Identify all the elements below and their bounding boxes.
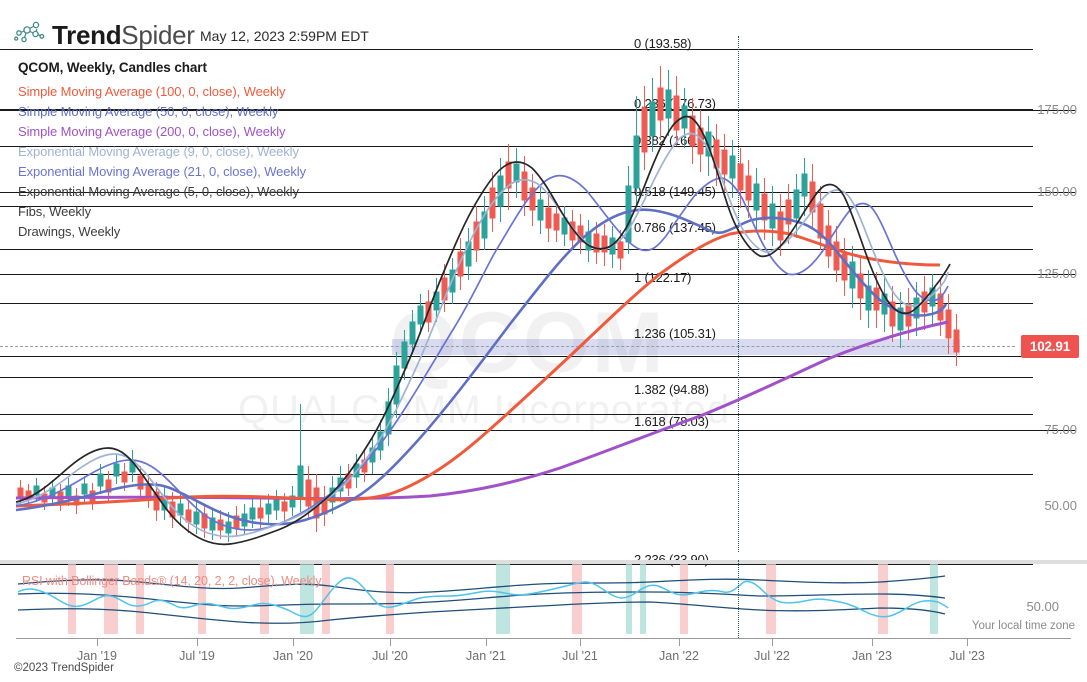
fib-line-1382	[0, 414, 1033, 415]
price-series-svg	[15, 66, 960, 546]
fib-label-0: 0 (193.58)	[634, 36, 692, 51]
fib-line-0236	[0, 109, 1033, 110]
rsi-bb-upper	[17, 575, 946, 594]
rsi-line	[17, 577, 949, 618]
fib-line-0	[0, 49, 1033, 50]
legend-item-ema5[interactable]: Exponential Moving Average (5, 0, close)…	[18, 184, 299, 199]
timezone-note: Your local time zone	[971, 620, 1075, 632]
gridline-150	[0, 192, 1075, 193]
rsi-panel[interactable]: RSI with Bollinger Bands® (14, 20, 2, 2,…	[0, 560, 1087, 638]
sma-50-line	[15, 208, 948, 526]
xtick-1	[197, 638, 198, 646]
xtick-4	[486, 638, 487, 646]
xlabel-9: Jul '23	[949, 649, 985, 663]
fib-line-2236	[0, 564, 1033, 565]
candlesticks	[17, 66, 960, 542]
copyright-text: ©2023 TrendSpider	[14, 662, 114, 674]
panel-divider	[0, 560, 1087, 564]
crosshair-vertical-line	[738, 36, 739, 552]
fib-line-1618	[0, 474, 1033, 475]
gridline-75	[0, 430, 1075, 431]
price-tick-175: 175.00	[1037, 102, 1077, 117]
fib-line-0518	[0, 206, 1033, 207]
xlabel-7: Jul '22	[754, 649, 790, 663]
xtick-3	[390, 638, 391, 646]
xlabel-4: Jan '21	[466, 649, 506, 663]
price-tick-50: 50.00	[1044, 498, 1077, 513]
brand-bold: Trend	[52, 20, 122, 50]
fib-label-1382: 1.382 (94.88)	[634, 382, 709, 397]
legend-item-ema21[interactable]: Exponential Moving Average (21, 0, close…	[18, 164, 307, 179]
xtick-6	[679, 638, 680, 646]
xlabel-6: Jan '22	[659, 649, 699, 663]
last-price-line	[0, 346, 1015, 347]
legend-item-fibs[interactable]: Fibs, Weekly	[18, 204, 91, 219]
gridline-mid	[0, 356, 1075, 357]
rsi-bb-lower	[17, 601, 946, 624]
rsi-series-svg	[17, 564, 949, 634]
xtick-2	[293, 638, 294, 646]
price-tick-75: 75.00	[1044, 422, 1077, 437]
timestamp: May 12, 2023 2:59PM EDT	[200, 28, 369, 44]
fib-line-1	[0, 303, 1033, 304]
xtick-8	[872, 638, 873, 646]
price-tick-125: 125.00	[1037, 266, 1077, 281]
xlabel-1: Jul '19	[179, 649, 215, 663]
spider-node-logo-icon	[10, 20, 52, 50]
gridline-175	[0, 110, 1075, 111]
last-price-badge[interactable]: 102.91	[1020, 335, 1079, 358]
xlabel-5: Jul '21	[562, 649, 598, 663]
support-zone[interactable]	[392, 339, 960, 355]
legend-item-sma200[interactable]: Simple Moving Average (200, 0, close), W…	[18, 124, 286, 139]
xtick-9	[967, 638, 968, 646]
price-tick-150: 150.00	[1037, 184, 1077, 199]
rsi-bb-middle	[17, 591, 946, 607]
fib-label-1618: 1.618 (78.03)	[634, 414, 709, 429]
brand-light: Spider	[121, 20, 195, 50]
header: TrendSpider May 12, 2023 2:59PM EDT	[0, 0, 1087, 62]
rsi-indicator-title[interactable]: RSI with Bollinger Bands® (14, 20, 2, 2,…	[22, 574, 322, 588]
xlabel-8: Jan '23	[852, 649, 892, 663]
rsi-crosshair-line	[738, 560, 739, 638]
brand-wordmark: TrendSpider	[52, 22, 195, 48]
fib-line-1236	[0, 377, 1033, 378]
fib-line-0382	[0, 146, 1033, 147]
legend-item-drawings[interactable]: Drawings, Weekly	[18, 224, 121, 239]
xlabel-3: Jul '20	[372, 649, 408, 663]
ema-5-line	[15, 115, 951, 546]
legend-item-sma100[interactable]: Simple Moving Average (100, 0, close), W…	[18, 84, 286, 99]
xtick-0	[97, 638, 98, 646]
time-axis-line	[16, 638, 1071, 639]
price-axis[interactable]: 175.00 150.00 125.00 75.00 50.00 102.91	[987, 36, 1087, 552]
legend-item-ema9[interactable]: Exponential Moving Average (9, 0, close)…	[18, 144, 299, 159]
chart-title: QCOM, Weekly, Candles chart	[18, 60, 207, 75]
xlabel-2: Jan '20	[273, 649, 313, 663]
sma-200-line	[15, 320, 949, 501]
time-axis[interactable]: Jan '19 Jul '19 Jan '20 Jul '20 Jan '21 …	[0, 638, 1087, 668]
fib-label-1236: 1.236 (105.31)	[634, 326, 716, 341]
fib-line-0786	[0, 249, 1033, 250]
xtick-5	[580, 638, 581, 646]
legend-item-sma50[interactable]: Simple Moving Average (50, 0, close), We…	[18, 104, 279, 119]
xlabel-0: Jan '19	[77, 649, 117, 663]
rsi-highlight-bands	[68, 564, 938, 634]
fib-label-1: 1 (122.17)	[634, 270, 692, 285]
gridline-125	[0, 274, 1075, 275]
chart-legend: QCOM, Weekly, Candles chart Simple Movin…	[18, 60, 488, 242]
xtick-7	[772, 638, 773, 646]
rsi-level-label: 50.00	[1026, 599, 1059, 614]
